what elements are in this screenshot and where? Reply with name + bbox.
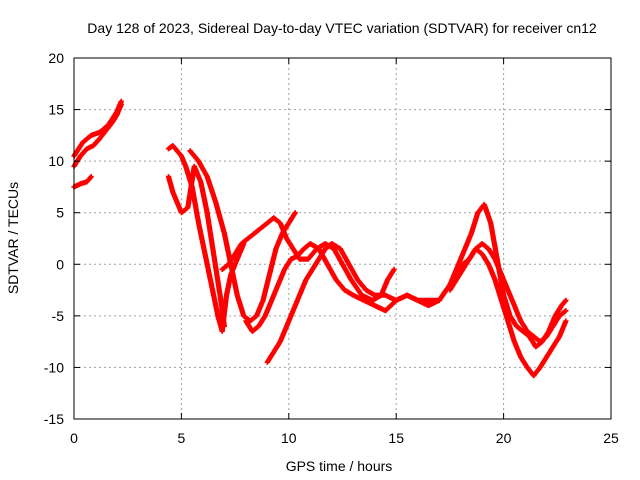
x-tick-label: 25 — [603, 430, 619, 446]
plot-frame — [73, 57, 612, 420]
series-markers — [71, 174, 94, 190]
series-arc-f — [264, 241, 569, 379]
y-tick-label: -5 — [52, 308, 65, 324]
series-markers — [447, 241, 569, 345]
x-tick-label: 20 — [496, 430, 512, 446]
y-tick-label: 0 — [56, 256, 64, 272]
x-axis-label: GPS time / hours — [286, 458, 393, 474]
axis-ticks: 0 5 10 15 20 25 -15 -10 -5 0 5 10 15 20 — [44, 50, 619, 446]
series-arc-c — [187, 148, 298, 324]
series-arc-e — [243, 201, 569, 350]
x-tick-label: 0 — [70, 430, 78, 446]
y-tick-label: 20 — [48, 50, 64, 66]
series-markers — [243, 201, 569, 350]
x-tick-label: 15 — [388, 430, 404, 446]
series-markers — [187, 148, 298, 324]
chart-title: Day 128 of 2023, Sidereal Day-to-day VTE… — [87, 20, 597, 36]
x-tick-label: 5 — [178, 430, 186, 446]
series-arc-early-3 — [71, 174, 94, 190]
series-arc-early-2 — [71, 98, 124, 159]
y-tick-label: -15 — [44, 411, 64, 427]
y-tick-label: -10 — [44, 359, 64, 375]
y-axis-label: SDTVAR / TECUs — [5, 182, 21, 294]
y-tick-label: 10 — [48, 153, 64, 169]
series-arc-b — [165, 163, 227, 329]
y-tick-label: 5 — [56, 205, 64, 221]
data-series — [71, 98, 569, 379]
series-arc-g — [447, 241, 569, 345]
y-tick-label: 15 — [48, 102, 64, 118]
grid — [74, 58, 611, 419]
series-markers — [165, 163, 227, 329]
x-tick-label: 10 — [281, 430, 297, 446]
series-markers — [264, 241, 569, 379]
series-markers — [71, 98, 124, 159]
